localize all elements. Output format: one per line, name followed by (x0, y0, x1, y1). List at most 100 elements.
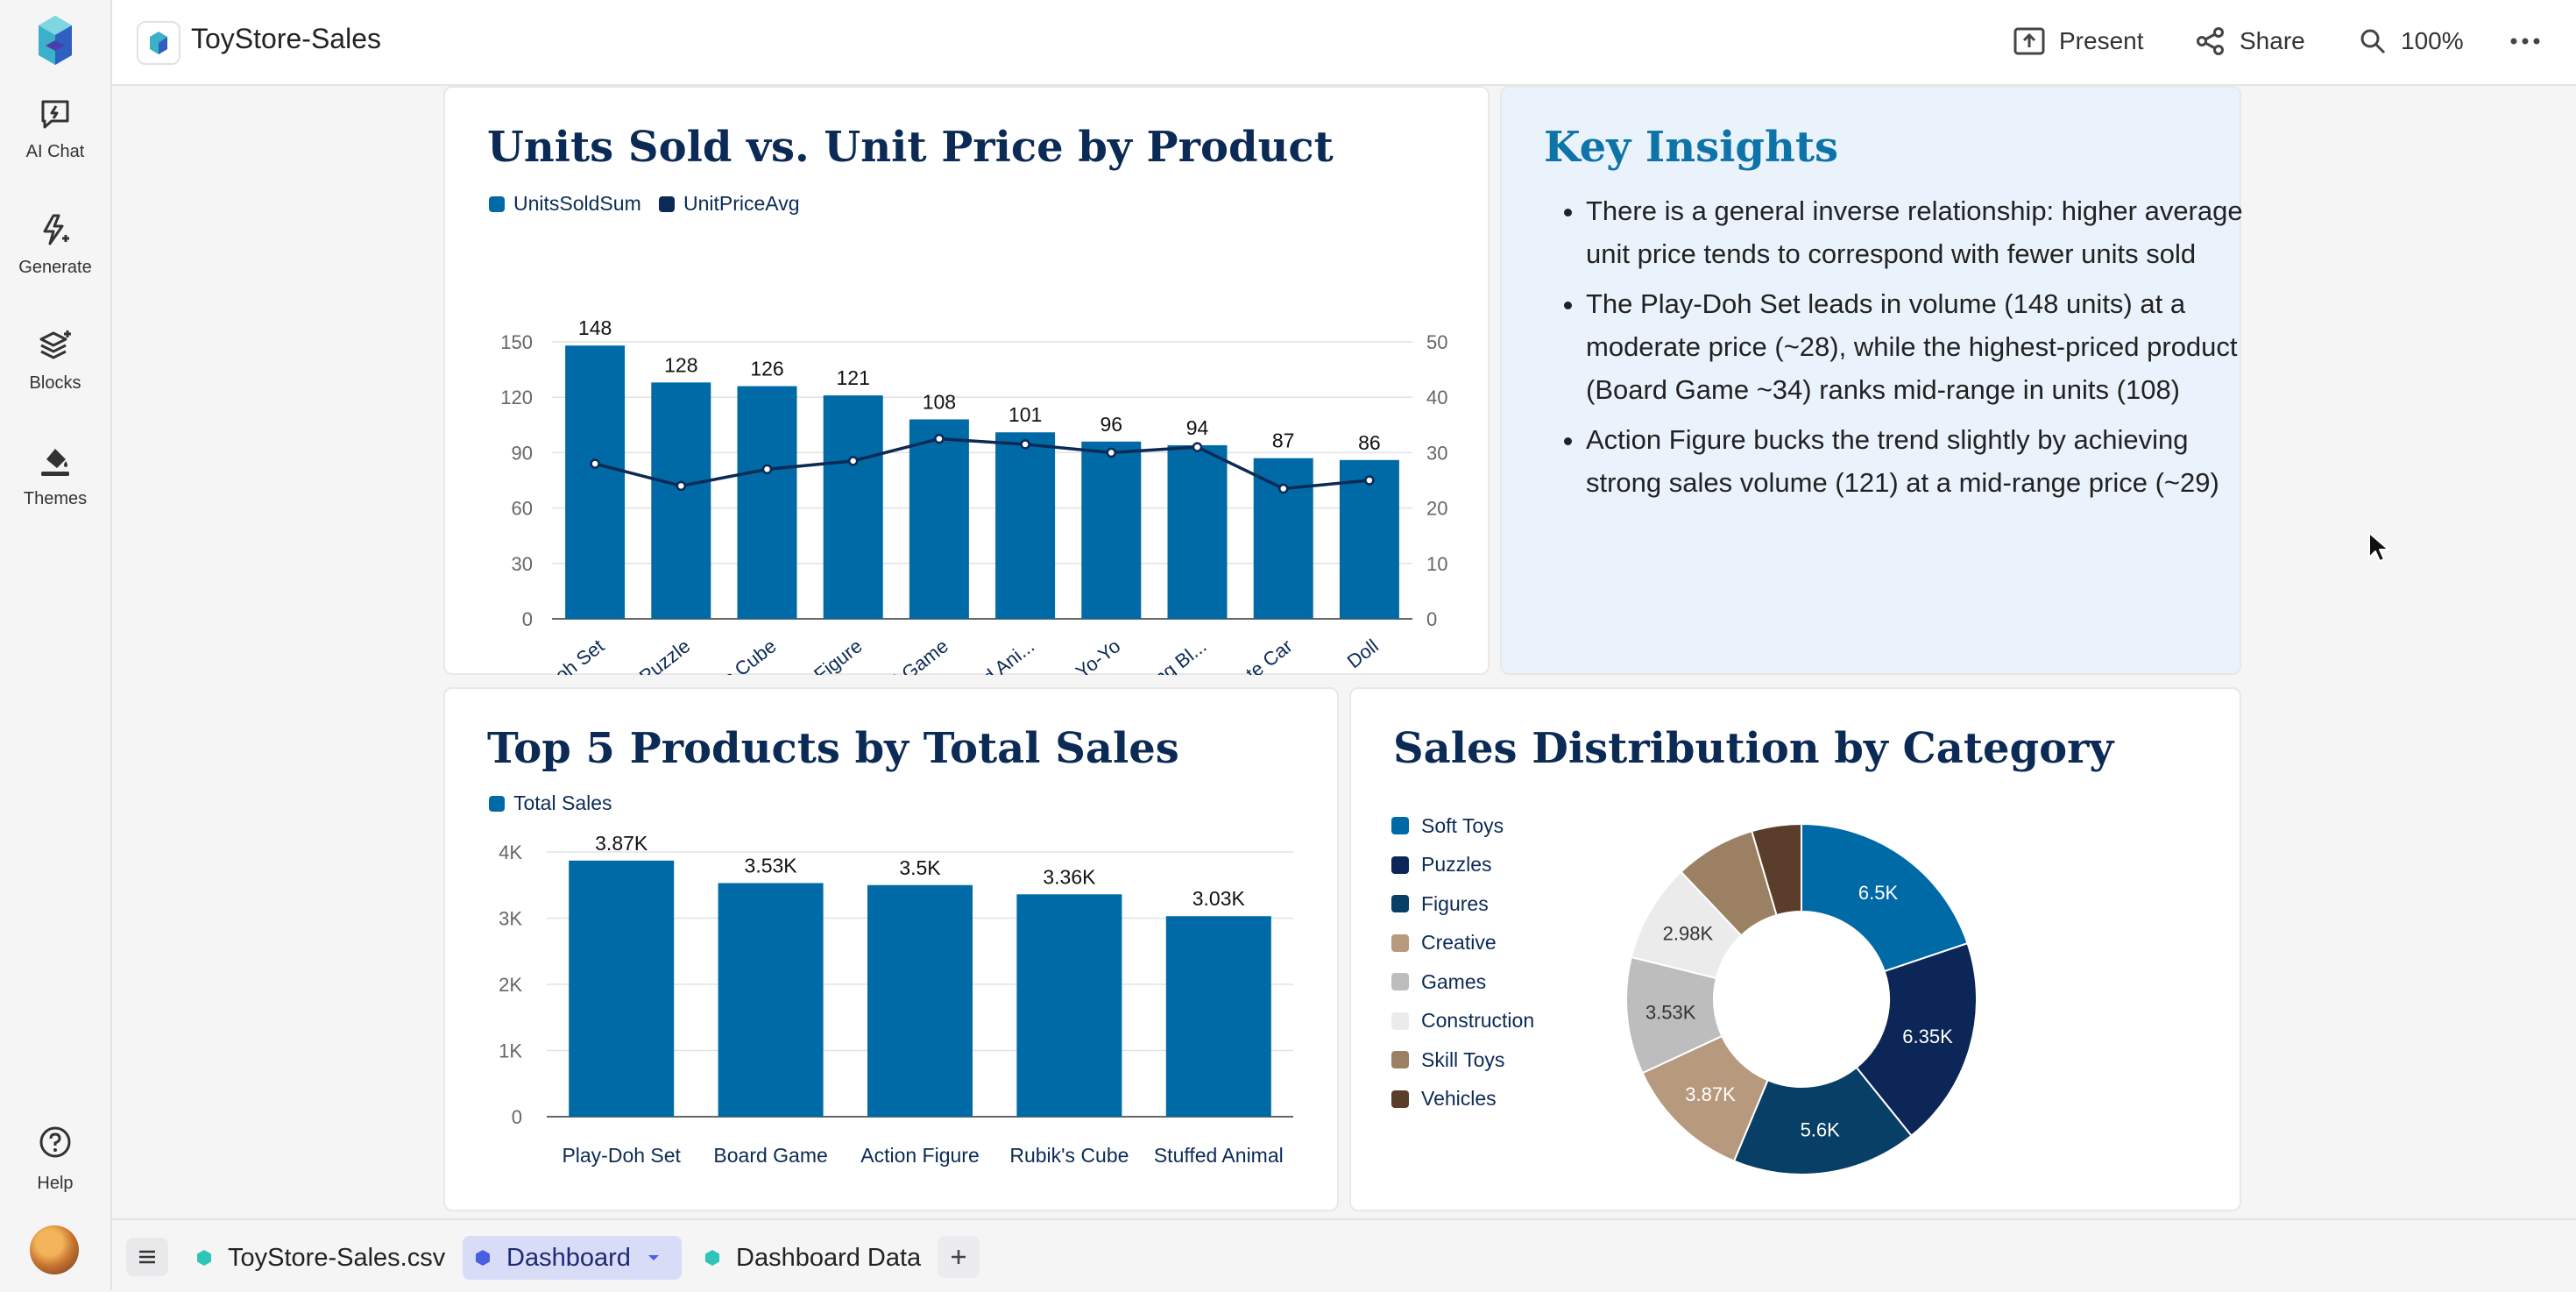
avatar[interactable] (30, 1225, 79, 1274)
data-label: 121 (837, 366, 870, 389)
slice-label: 6.35K (1902, 1026, 1953, 1047)
sidebar-item-ai-chat[interactable]: AI Chat (0, 96, 110, 162)
top-products-card[interactable]: Top 5 Products by Total Sales Total Sale… (443, 687, 1339, 1211)
units-vs-price-card[interactable]: Units Sold vs. Unit Price by Product Uni… (443, 86, 1490, 675)
legend-item[interactable]: Creative (1391, 924, 1534, 963)
x-tick-label: Action Figure (860, 1144, 980, 1167)
legend-item[interactable]: Construction (1391, 1002, 1534, 1041)
bar (1253, 458, 1313, 619)
tab-csv[interactable]: ToyStore-Sales.csv (184, 1236, 457, 1280)
add-tab-button[interactable] (938, 1236, 980, 1278)
tab-label: ToyStore-Sales.csv (228, 1243, 446, 1272)
legend-item[interactable]: Puzzles (1391, 846, 1534, 885)
data-label: 148 (578, 316, 612, 339)
line-point (934, 433, 945, 444)
help-label: Help (37, 1174, 74, 1193)
layers-icon (39, 330, 71, 359)
y2-tick-label: 50 (1426, 331, 1447, 353)
help-button[interactable]: Help (0, 1125, 110, 1194)
tabs-menu-button[interactable] (126, 1238, 168, 1276)
pie-slice (1732, 1066, 1913, 1175)
present-button[interactable]: Present (2013, 21, 2144, 61)
legend-item[interactable]: Soft Toys (1391, 806, 1534, 846)
question-circle-icon (39, 1126, 71, 1158)
share-button[interactable]: Share (2196, 21, 2305, 61)
legend-label: UnitsSoldSum (513, 192, 641, 215)
y-tick-label: 60 (512, 498, 533, 520)
line-point (1277, 483, 1289, 494)
share-label: Share (2240, 27, 2305, 54)
x-tick-label: Remote Car (1201, 635, 1297, 675)
bar (995, 432, 1056, 619)
insight-item: There is a general inverse relationship:… (1586, 189, 2252, 275)
sidebar-item-blocks[interactable]: Blocks (0, 328, 110, 394)
zoom-icon (2360, 29, 2386, 54)
y-tick-label: 4K (499, 841, 522, 863)
data-label: 126 (750, 358, 783, 380)
legend-swatch (659, 196, 675, 212)
tab-dashboard[interactable]: Dashboard (463, 1236, 682, 1280)
pie-slice (1855, 941, 1978, 1138)
slice-label: 3.53K (1645, 1001, 1696, 1023)
bar (565, 345, 626, 619)
chart-title: Top 5 Products by Total Sales (487, 724, 1179, 773)
data-sheet-icon (705, 1250, 719, 1266)
y-tick-label: 0 (522, 608, 533, 630)
x-tick-label: Play-Doh Set (562, 1144, 681, 1167)
sidebar-item-label: Themes (23, 489, 88, 508)
x-tick-label: Puzzle (635, 635, 694, 675)
dashboard-canvas: Units Sold vs. Unit Price by Product Uni… (112, 86, 2576, 1218)
bar (1016, 894, 1122, 1117)
mouse-cursor-icon (2368, 532, 2389, 562)
line-point (1020, 439, 1030, 450)
line-point (1106, 447, 1117, 458)
y-tick-label: 1K (499, 1040, 522, 1062)
line-point (590, 458, 600, 469)
tab-label: Dashboard (506, 1243, 631, 1272)
x-tick-label: Play-Doh Set (506, 635, 609, 675)
y2-tick-label: 30 (1426, 442, 1447, 464)
app-logo-icon[interactable] (35, 14, 75, 67)
x-tick-label: Action Figure (763, 635, 867, 675)
data-label: 3.5K (899, 856, 941, 879)
legend-swatch (1391, 855, 1409, 874)
data-label: 86 (1358, 431, 1381, 454)
pie-legend: Soft Toys Puzzles Figures Creative Games… (1391, 806, 1534, 1118)
legend-item[interactable]: Games (1391, 962, 1534, 1002)
sidebar-item-generate[interactable]: Generate (0, 212, 110, 278)
share-icon (2197, 27, 2224, 55)
legend-item[interactable]: Vehicles (1391, 1080, 1534, 1119)
slice-label: 6.5K (1858, 882, 1899, 904)
present-icon (2013, 27, 2045, 55)
y-tick-label: 120 (500, 387, 533, 408)
chevron-down-icon[interactable] (647, 1253, 661, 1262)
line-point (761, 464, 773, 475)
data-label: 3.87K (595, 832, 648, 855)
y-tick-label: 2K (499, 974, 522, 996)
y-tick-label: 150 (500, 331, 533, 353)
more-options-button[interactable] (2509, 21, 2555, 61)
bar (1165, 916, 1271, 1117)
present-label: Present (2059, 27, 2144, 54)
tab-label: Dashboard Data (736, 1243, 922, 1272)
sidebar-item-themes[interactable]: Themes (0, 444, 110, 509)
legend-swatch (1391, 895, 1409, 913)
data-label: 101 (1008, 403, 1042, 426)
line-point (1192, 442, 1203, 452)
category-distribution-card[interactable]: Sales Distribution by Category Soft Toys… (1349, 687, 2241, 1211)
tab-dashboard-data[interactable]: Dashboard Data (692, 1236, 933, 1280)
legend-swatch (1391, 934, 1409, 952)
line-point (1364, 475, 1375, 486)
insight-item: The Play-Doh Set leads in volume (148 un… (1586, 282, 2252, 411)
chart-title: Sales Distribution by Category (1393, 724, 2114, 773)
legend-item[interactable]: Skill Toys (1391, 1040, 1534, 1080)
x-tick-label: Stuffed Animal (1154, 1144, 1284, 1167)
x-tick-label: Doll (1343, 635, 1383, 672)
legend-item[interactable]: Figures (1391, 884, 1534, 924)
x-tick-label: Board Game (853, 635, 952, 675)
key-insights-card[interactable]: Key Insights There is a general inverse … (1500, 86, 2243, 675)
zoom-control[interactable]: 100% (2359, 21, 2464, 61)
y2-tick-label: 10 (1426, 553, 1447, 575)
document-title[interactable]: ToyStore-Sales (191, 23, 381, 54)
bar (1081, 441, 1142, 619)
